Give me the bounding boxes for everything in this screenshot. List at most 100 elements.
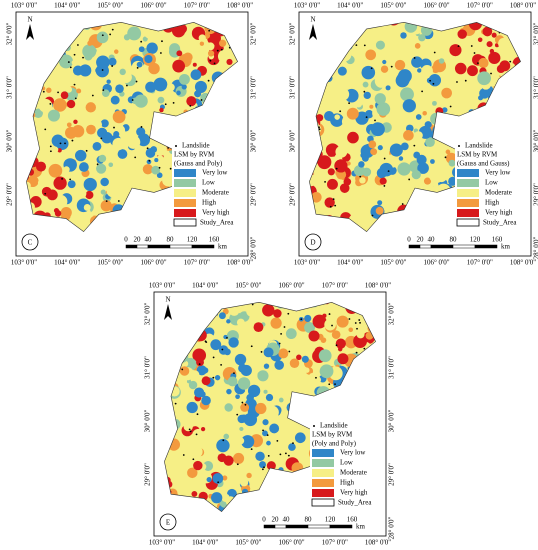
risk-patch [227, 376, 238, 387]
lat-label-right: 29° 0'0" [533, 183, 538, 206]
legend-title: LSM by RVM [312, 431, 353, 439]
risk-patch [391, 107, 402, 118]
landslide-point [318, 128, 321, 131]
legend-study-swatch [173, 218, 197, 227]
scale-segment [408, 244, 421, 249]
scale-tick: 80 [450, 236, 458, 244]
risk-patch [428, 73, 442, 87]
risk-patch [192, 348, 207, 363]
risk-patch [301, 355, 309, 363]
risk-patch [262, 419, 269, 426]
landslide-point [279, 453, 282, 456]
lon-label-top: 106° 0'0" [141, 2, 167, 10]
risk-patch [96, 31, 109, 44]
lon-label-bottom: 104° 0'0" [337, 259, 363, 267]
risk-patch [415, 114, 422, 120]
risk-patch [490, 51, 495, 56]
map-panel: 103° 0'0" 103° 0'0" 104° 0'0" 104° 0'0" 105°… [289, 2, 538, 267]
landslide-point [244, 403, 247, 406]
landslide-point [250, 345, 253, 348]
landslide-point [356, 327, 358, 330]
risk-patch [400, 142, 409, 151]
risk-patch [376, 102, 391, 116]
landslide-point [236, 413, 239, 416]
risk-patch [235, 394, 240, 400]
risk-patch [107, 25, 116, 35]
risk-patch [424, 121, 432, 129]
scale-unit: km [356, 523, 366, 531]
risk-patch [201, 376, 211, 386]
landslide-point [96, 163, 99, 166]
risk-patch [259, 461, 267, 469]
risk-patch [150, 146, 158, 153]
risk-patch [265, 393, 274, 402]
landslide-point [146, 147, 149, 150]
lon-label-top: 103° 0'0" [294, 2, 320, 10]
lat-label-right: 32° 0'0" [388, 303, 396, 326]
risk-patch [48, 163, 63, 178]
landslide-point [334, 383, 336, 386]
risk-patch [411, 170, 421, 180]
risk-patch [223, 455, 234, 466]
risk-patch [224, 403, 233, 412]
risk-patch [301, 386, 309, 394]
lon-label-bottom: 105° 0'0" [97, 259, 123, 267]
panel-letter-circle [21, 233, 39, 251]
legend-class: Low [202, 179, 216, 187]
lon-label-bottom: 107° 0'0" [184, 259, 210, 267]
risk-patch [66, 122, 72, 128]
landslide-point [287, 454, 290, 457]
risk-patch [187, 467, 198, 479]
landslide-point [161, 40, 163, 43]
risk-patch [218, 345, 229, 355]
risk-patch [113, 131, 120, 138]
landslide-point [77, 44, 79, 46]
risk-patch [101, 131, 113, 144]
risk-patch [132, 107, 143, 118]
scale-tick: 20 [272, 516, 280, 524]
north-label: N [310, 16, 315, 24]
landslide-point [131, 99, 134, 101]
scale-segment [263, 524, 276, 529]
risk-patch [288, 443, 296, 451]
risk-patch [441, 107, 448, 113]
risk-patch [359, 177, 366, 184]
risk-patch [352, 50, 361, 59]
legend-swatch [312, 479, 334, 487]
risk-patch [402, 99, 416, 113]
risk-patch [331, 330, 341, 339]
risk-patch [47, 109, 60, 122]
landslide-point [100, 137, 103, 140]
landslide-point [158, 166, 161, 169]
landslide-point [260, 351, 263, 353]
landslide-point [374, 119, 376, 122]
study-area-outline [309, 22, 521, 233]
risk-patch [119, 68, 126, 76]
landslide-point [109, 33, 112, 36]
landslide-point [449, 105, 452, 108]
landslide-point [267, 455, 270, 457]
risk-patch [478, 57, 489, 69]
risk-patch [239, 478, 249, 487]
risk-patch [153, 142, 167, 156]
lon-label-top: 108° 0'0" [227, 2, 253, 10]
lat-label-left: 30° 0'0" [144, 410, 152, 433]
risk-patch [188, 380, 198, 390]
risk-patch [100, 119, 109, 128]
landslide-point [217, 481, 220, 484]
legend-class: Very low [340, 449, 366, 457]
risk-patch [237, 377, 251, 390]
risk-patch [212, 473, 224, 484]
landslide-point [164, 103, 167, 106]
landslide-point [189, 430, 192, 433]
legend-class: High [202, 199, 217, 207]
risk-patch [179, 73, 190, 85]
risk-patch [278, 397, 284, 403]
risk-patch [65, 86, 73, 93]
risk-patch [36, 161, 47, 172]
risk-patch [142, 164, 153, 175]
risk-patch [457, 29, 467, 39]
north-label: N [165, 296, 170, 304]
landslide-point [370, 67, 373, 70]
risk-patch [339, 183, 350, 193]
